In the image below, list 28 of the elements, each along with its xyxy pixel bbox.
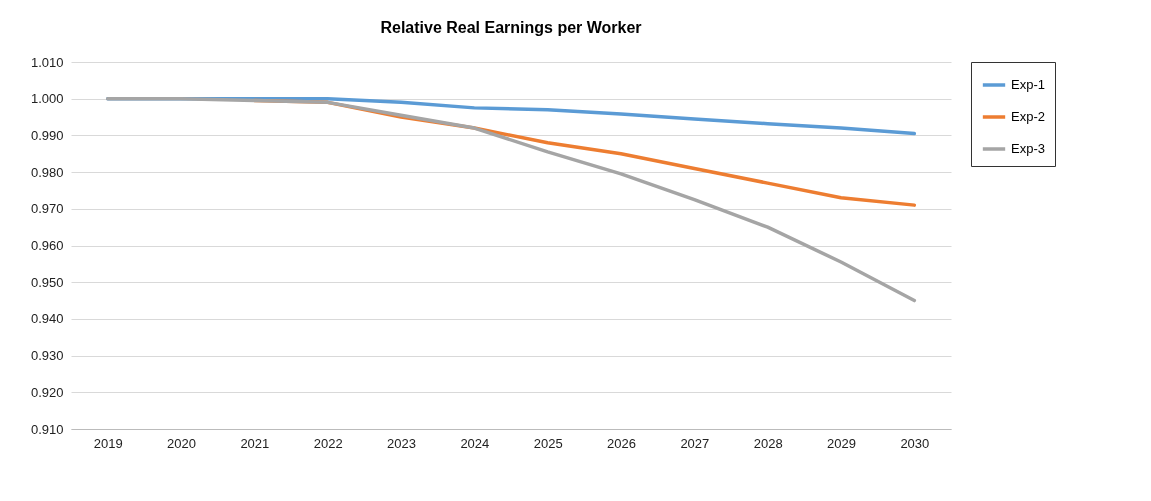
- chart-title: Relative Real Earnings per Worker: [380, 19, 642, 36]
- x-tick-label: 2030: [900, 435, 930, 451]
- x-tick-label: 2021: [240, 435, 270, 451]
- x-tick-label: 2026: [607, 435, 636, 451]
- y-tick-label: 0.910: [30, 421, 64, 437]
- y-tick-label: 0.980: [30, 164, 64, 180]
- x-tick-label: 2029: [827, 435, 856, 451]
- legend-label: Exp-3: [1011, 141, 1045, 156]
- y-tick-label: 0.930: [30, 348, 64, 364]
- x-tick-label: 2025: [533, 435, 563, 451]
- y-tick-label: 0.950: [30, 274, 64, 290]
- x-tick-label: 2024: [460, 435, 490, 451]
- x-tick-label: 2019: [93, 435, 123, 451]
- legend-label: Exp-1: [1011, 77, 1045, 92]
- x-tick-label: 2023: [387, 435, 416, 451]
- y-tick-label: 0.920: [30, 384, 64, 400]
- x-tick-label: 2020: [167, 435, 196, 451]
- y-tick-label: 0.940: [30, 311, 64, 327]
- x-tick-label: 2028: [753, 435, 783, 451]
- y-tick-label: 1.000: [30, 91, 64, 107]
- line-series: [105, 96, 917, 303]
- y-tick-label: 0.990: [30, 127, 64, 143]
- y-tick-label: 1.010: [30, 54, 64, 70]
- y-tick-label: 0.970: [30, 201, 64, 217]
- y-tick-label: 0.960: [30, 238, 64, 253]
- x-tick-label: 2022: [313, 435, 343, 451]
- legend-label: Exp-2: [1011, 109, 1045, 124]
- x-tick-label: 2027: [680, 435, 710, 451]
